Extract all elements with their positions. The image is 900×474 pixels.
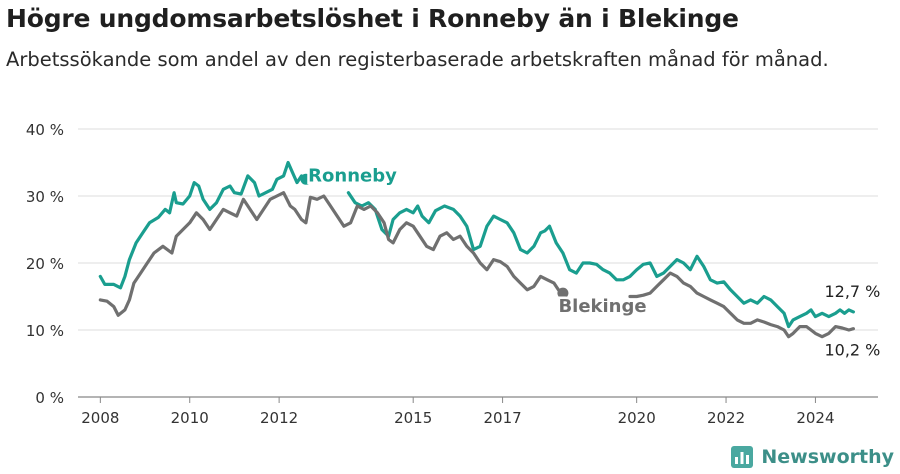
grid [78,128,878,398]
series-label-blekinge: Blekinge [558,296,646,317]
end-value-label: 12,7 % [824,282,880,301]
series-line-blekinge [628,271,855,339]
x-tick-label: 2024 [796,409,834,427]
series-line-ronneby [98,160,308,290]
series-line-blekinge [98,191,565,317]
x-tick-label: 2012 [260,409,298,427]
axes: 0 % 10 % 20 % 30 % 40 % 2008 2010 2012 2015 2017 2… [26,121,835,427]
series-label-ronneby: Ronneby [308,165,397,186]
x-tick-label: 2015 [394,409,432,427]
x-tick-label: 2008 [81,409,119,427]
chart-title: Högre ungdomsarbetslöshet i Ronneby än i… [6,4,739,33]
series-line-ronneby [346,191,855,329]
end-value-label: 10,2 % [824,341,880,360]
chart-labels: Ronneby Blekinge 12,7 % 10,2 % [306,163,881,360]
end-point-blekinge [557,287,569,299]
x-tick-label: 2022 [707,409,745,427]
y-tick-label: 30 % [26,188,64,206]
x-tick-label: 2010 [171,409,209,427]
x-tick-label: 2020 [618,409,656,427]
brand-logo[interactable]: Newsworthy [731,446,894,468]
end-point-ronneby [300,173,312,185]
newsworthy-logo-icon [731,446,754,468]
y-tick-label: 40 % [26,121,64,139]
brand-name: Newsworthy [761,446,894,468]
y-tick-label: 0 % [35,389,64,407]
x-tick-label: 2017 [483,409,521,427]
chart-subtitle: Arbetssökande som andel av den registerb… [6,48,829,71]
series-lines [98,160,855,339]
y-tick-label: 10 % [26,322,64,340]
y-tick-label: 20 % [26,255,64,273]
